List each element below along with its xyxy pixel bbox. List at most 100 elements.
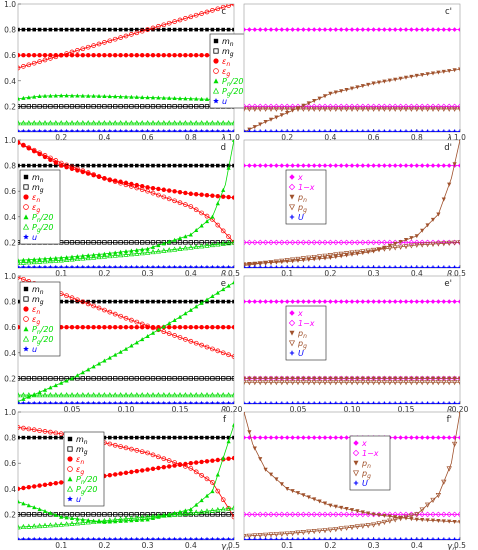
data-point <box>123 264 129 268</box>
data-point <box>392 435 398 440</box>
data-point <box>96 41 102 47</box>
data-point <box>323 265 327 268</box>
data-point <box>457 435 460 440</box>
data-point <box>102 40 107 45</box>
data-point <box>420 73 425 78</box>
data-point <box>118 249 123 254</box>
legend-label-main: ε <box>222 67 227 76</box>
y-tick-label: 0.4 <box>4 77 16 86</box>
legend-marker-u <box>289 214 295 220</box>
data-point <box>252 106 258 112</box>
data-point <box>312 401 316 404</box>
data-point <box>188 461 193 466</box>
data-point <box>382 513 387 518</box>
data-point <box>123 376 129 381</box>
data-point <box>273 532 280 538</box>
data-point <box>377 401 381 404</box>
legend-label-u: u <box>76 495 81 504</box>
data-point <box>135 299 139 304</box>
data-point <box>183 311 188 316</box>
data-point <box>296 401 300 404</box>
data-point <box>167 239 172 244</box>
data-point <box>150 400 156 404</box>
data-point <box>220 128 226 132</box>
data-point <box>18 27 20 32</box>
data-point <box>263 299 268 304</box>
data-point <box>387 376 392 381</box>
data-point <box>139 321 145 327</box>
legend-label-main: p <box>297 203 303 212</box>
data-point <box>316 239 323 246</box>
data-point <box>101 120 108 126</box>
data-point <box>172 333 177 338</box>
data-point <box>231 120 234 126</box>
data-point <box>220 536 226 540</box>
data-point <box>107 309 113 315</box>
data-point <box>307 265 311 268</box>
data-point <box>408 380 415 386</box>
data-point <box>377 265 381 268</box>
data-point <box>75 166 80 172</box>
data-point <box>316 528 323 534</box>
data-point <box>317 299 322 304</box>
data-point <box>327 106 334 112</box>
data-point <box>430 497 436 503</box>
data-point <box>311 435 317 440</box>
x-tick-label: 0.3 <box>142 269 154 278</box>
data-point <box>107 400 113 404</box>
data-point <box>349 525 355 531</box>
data-point <box>247 435 252 440</box>
data-point <box>226 128 232 132</box>
data-point <box>355 85 360 90</box>
data-point <box>37 128 43 132</box>
data-point <box>129 325 134 330</box>
data-point <box>244 435 247 440</box>
data-point <box>204 240 210 245</box>
data-point <box>382 537 387 540</box>
data-point <box>140 337 145 342</box>
data-point <box>360 84 365 89</box>
data-point <box>215 348 221 354</box>
data-point <box>96 536 102 540</box>
data-point <box>75 53 80 58</box>
data-point <box>199 342 204 348</box>
legend-label-suffix: /20 <box>230 77 244 86</box>
data-point <box>268 376 274 381</box>
data-point <box>403 75 409 80</box>
data-point <box>366 401 370 404</box>
data-point <box>59 480 64 485</box>
x-tick-label: 0.20 <box>452 405 469 414</box>
data-point <box>26 120 32 126</box>
data-point <box>80 400 86 404</box>
x-axis-label-main: γ <box>447 542 453 550</box>
data-point <box>91 128 97 132</box>
data-point <box>382 163 387 168</box>
data-point <box>343 251 350 257</box>
data-point <box>58 431 64 437</box>
data-point <box>215 264 221 268</box>
data-point <box>366 537 370 540</box>
data-point <box>26 485 31 490</box>
data-point <box>69 128 75 132</box>
data-point <box>101 536 107 540</box>
data-point <box>113 512 118 517</box>
data-point <box>31 147 37 153</box>
data-point <box>156 95 161 100</box>
data-point <box>97 27 101 32</box>
data-point <box>419 507 425 513</box>
data-point <box>376 380 382 386</box>
data-point <box>268 532 274 538</box>
data-point <box>172 128 178 132</box>
data-point <box>204 128 210 132</box>
data-point <box>273 259 280 265</box>
data-point <box>204 297 210 302</box>
data-point <box>279 531 285 537</box>
legend-label-subscript: g <box>36 319 40 326</box>
x-tick-label: 0.6 <box>142 133 154 142</box>
data-point <box>301 493 306 498</box>
data-point <box>306 239 312 246</box>
data-point <box>129 248 134 253</box>
data-point <box>74 255 81 262</box>
data-point <box>339 129 343 132</box>
data-point <box>129 53 134 58</box>
